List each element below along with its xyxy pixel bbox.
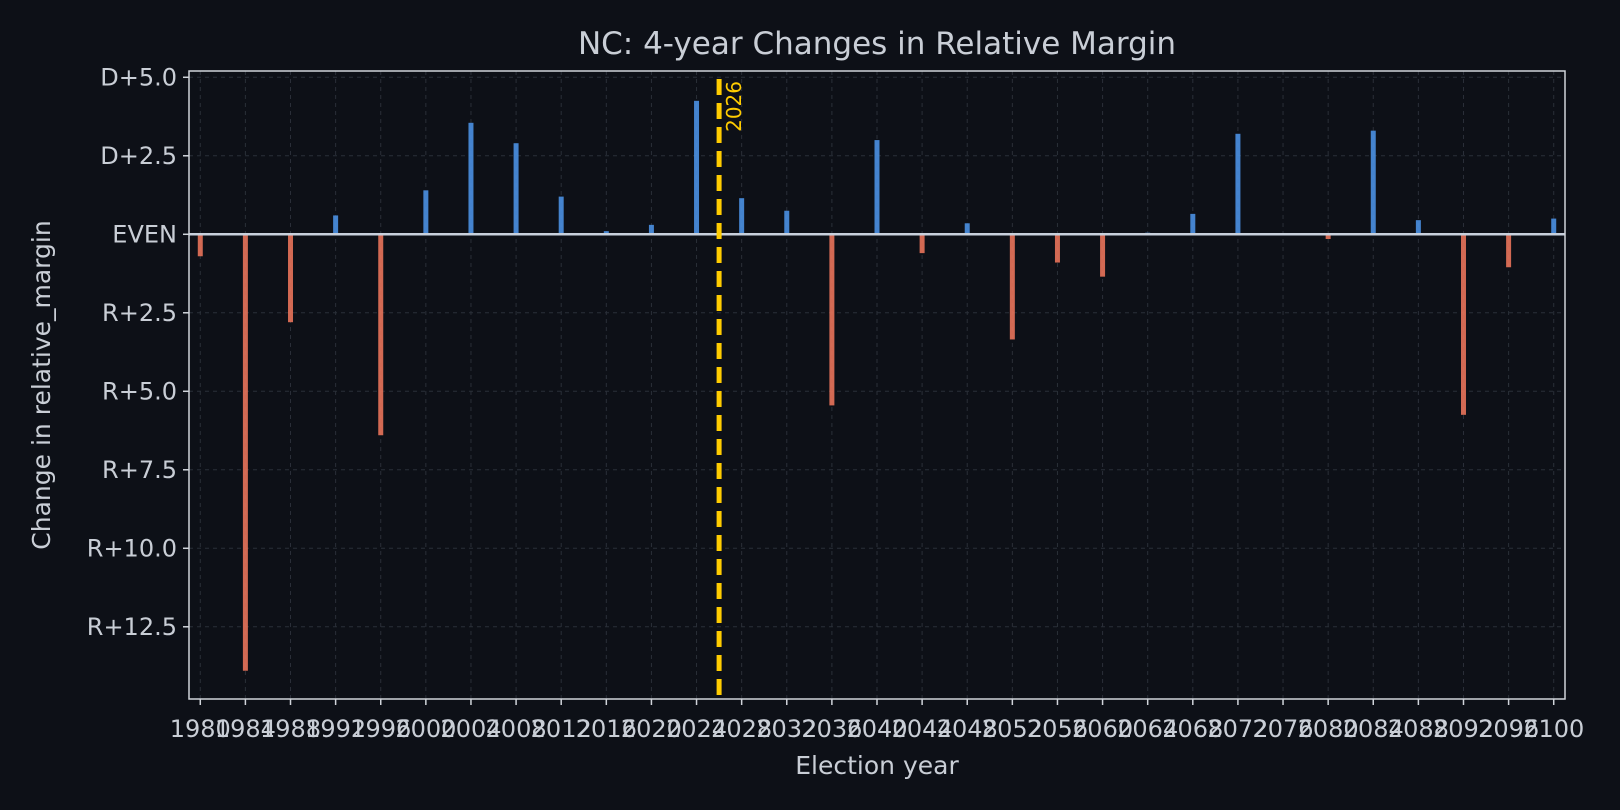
bar bbox=[1506, 234, 1512, 268]
x-axis: 1980198419881992199620002004200820122016… bbox=[170, 699, 1584, 743]
x-tick-label: 1988 bbox=[260, 715, 321, 743]
bar bbox=[919, 234, 925, 254]
x-tick-label: 2096 bbox=[1478, 715, 1539, 743]
bar bbox=[603, 231, 609, 235]
y-tick-label: R+5.0 bbox=[102, 377, 177, 405]
bars-layer bbox=[189, 100, 1565, 671]
x-tick-label: 2052 bbox=[982, 715, 1043, 743]
year-marker-label: 2026 bbox=[722, 81, 746, 132]
bar bbox=[648, 224, 654, 235]
bar bbox=[784, 210, 790, 235]
x-tick-label: 2036 bbox=[801, 715, 862, 743]
y-tick-label: R+10.0 bbox=[87, 534, 177, 562]
x-tick-label: 2012 bbox=[531, 715, 592, 743]
x-tick-label: 2000 bbox=[395, 715, 456, 743]
x-tick-label: 2064 bbox=[1117, 715, 1178, 743]
x-tick-label: 2060 bbox=[1072, 715, 1133, 743]
y-axis-title: Change in relative_margin bbox=[27, 220, 56, 549]
x-tick-label: 2084 bbox=[1343, 715, 1404, 743]
bar bbox=[558, 196, 564, 235]
bar bbox=[1054, 234, 1060, 263]
x-tick-label: 2016 bbox=[576, 715, 637, 743]
bar bbox=[423, 190, 429, 235]
x-tick-label: 2020 bbox=[621, 715, 682, 743]
x-tick-label: 2048 bbox=[937, 715, 998, 743]
x-tick-label: 2004 bbox=[440, 715, 501, 743]
y-tick-label: D+5.0 bbox=[100, 63, 177, 91]
x-tick-label: 2080 bbox=[1298, 715, 1359, 743]
bar bbox=[739, 198, 745, 235]
x-tick-label: 1980 bbox=[170, 715, 231, 743]
bar bbox=[829, 234, 835, 406]
bar bbox=[694, 100, 700, 235]
y-tick-label: D+2.5 bbox=[100, 142, 177, 170]
bar bbox=[1190, 213, 1196, 235]
bar bbox=[964, 223, 970, 235]
y-tick-label: R+7.5 bbox=[102, 456, 177, 484]
y-tick-label: R+12.5 bbox=[87, 613, 177, 641]
x-tick-label: 2068 bbox=[1162, 715, 1223, 743]
x-tick-label: 1996 bbox=[350, 715, 411, 743]
bar bbox=[468, 122, 474, 235]
bar bbox=[242, 234, 248, 671]
x-tick-label: 2008 bbox=[486, 715, 547, 743]
bar bbox=[1235, 133, 1241, 235]
x-tick-label: 2024 bbox=[666, 715, 727, 743]
y-axis: D+5.0 D+2.5 EVEN R+2.5 R+5.0 R+7.5 R+10.0 R+12.… bbox=[87, 63, 189, 641]
x-tick-label: 2076 bbox=[1252, 715, 1313, 743]
x-tick-label: 2044 bbox=[892, 715, 953, 743]
bar bbox=[378, 234, 384, 436]
x-tick-label: 2040 bbox=[846, 715, 907, 743]
y-tick-label: R+2.5 bbox=[102, 299, 177, 327]
x-tick-label: 2088 bbox=[1388, 715, 1449, 743]
y-tick-label: EVEN bbox=[112, 220, 177, 248]
x-tick-label: 2092 bbox=[1433, 715, 1494, 743]
bar bbox=[333, 215, 339, 235]
chart-title: NC: 4-year Changes in Relative Margin bbox=[578, 26, 1176, 62]
bar bbox=[513, 143, 519, 235]
x-tick-label: 1984 bbox=[215, 715, 276, 743]
x-axis-title: Election year bbox=[795, 751, 959, 780]
x-tick-label: 2032 bbox=[756, 715, 817, 743]
marker-layer: 2026 bbox=[716, 79, 746, 699]
bar bbox=[1100, 234, 1106, 277]
bar bbox=[1325, 234, 1331, 239]
bar bbox=[1415, 220, 1421, 235]
bar bbox=[874, 140, 880, 235]
bar bbox=[1460, 234, 1466, 415]
x-tick-label: 2028 bbox=[711, 715, 772, 743]
x-tick-label: 1992 bbox=[305, 715, 366, 743]
bar bbox=[1009, 234, 1015, 340]
x-tick-label: 2100 bbox=[1523, 715, 1584, 743]
x-tick-label: 2056 bbox=[1027, 715, 1088, 743]
x-tick-label: 2072 bbox=[1207, 715, 1268, 743]
bar bbox=[1551, 218, 1557, 235]
bar bbox=[1370, 130, 1376, 235]
bar bbox=[288, 234, 294, 323]
bar bbox=[197, 234, 203, 257]
